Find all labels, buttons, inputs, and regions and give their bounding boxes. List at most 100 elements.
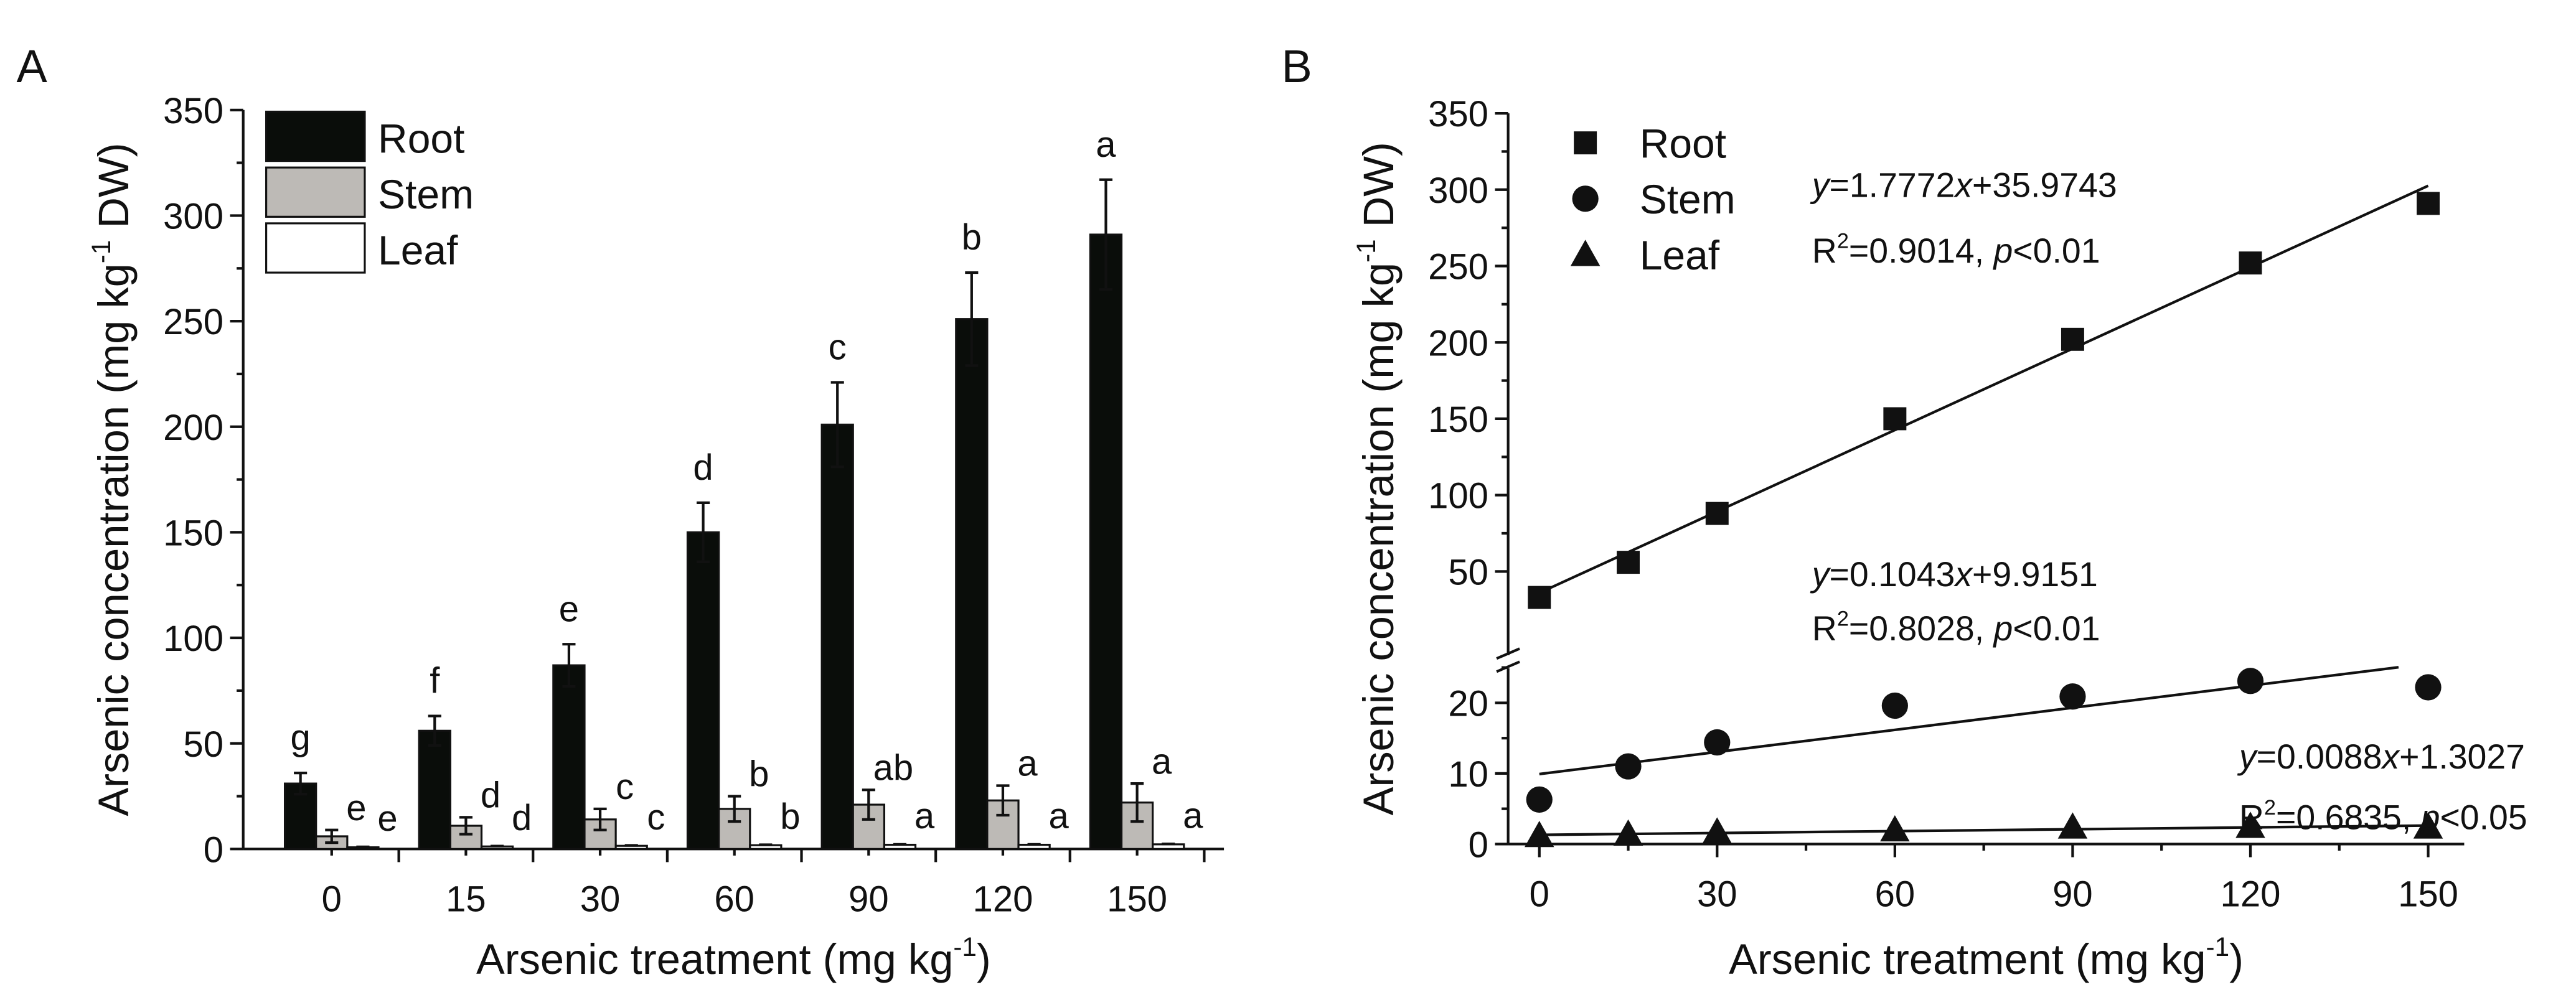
significance-letter: e [346, 788, 366, 828]
x-tick-label: 30 [1697, 874, 1737, 915]
p-value: <0.01 [2013, 609, 2100, 648]
point-root [1883, 407, 1907, 431]
point-stem [1704, 729, 1731, 756]
bar-root [820, 423, 854, 850]
significance-letter: d [512, 798, 532, 838]
eq-y: y [1810, 166, 1831, 205]
bar-root [418, 729, 451, 850]
p-value: <0.01 [2013, 231, 2100, 270]
eq-x: x [1953, 166, 1973, 205]
y-tick-label: 300 [1428, 171, 1488, 211]
point-stem [1881, 692, 1908, 719]
p-value: <0.05 [2440, 798, 2527, 837]
y-tick-label: 20 [1448, 684, 1488, 724]
r-value: =0.6835, [2276, 798, 2421, 837]
r-superscript: 2 [1837, 229, 1849, 253]
legend-marker-root [1574, 131, 1597, 155]
significance-letter: c [647, 797, 665, 838]
point-root [2061, 327, 2084, 351]
legend-label-stem: Stem [378, 171, 474, 217]
point-leaf [2057, 812, 2088, 839]
r-value: =0.8028, [1849, 609, 1994, 648]
significance-letter: a [914, 796, 935, 836]
eq-x: x [1953, 555, 1973, 594]
point-leaf [1702, 817, 1732, 844]
x-axis-label: Arsenic treatment (mg kg-1) [476, 932, 991, 983]
point-root [1617, 551, 1640, 574]
point-stem [2415, 674, 2442, 701]
significance-letter: a [1183, 795, 1203, 836]
r-superscript: 2 [2264, 796, 2276, 820]
label-end: DW) [90, 143, 138, 240]
bar-root [955, 318, 989, 850]
y-tick-label: 200 [1428, 323, 1488, 363]
significance-letter: g [291, 718, 311, 758]
significance-letter: c [829, 327, 847, 368]
r-label: R [2239, 798, 2264, 837]
point-stem [2059, 683, 2086, 710]
bar-root [1089, 233, 1123, 850]
significance-letter: c [616, 767, 634, 807]
label-main: Arsenic concentration (mg kg [90, 263, 138, 816]
x-tick-label: 30 [580, 879, 621, 920]
point-stem [2237, 668, 2264, 694]
axis-break-mark [1496, 647, 1520, 660]
fit-line-leaf [1539, 824, 2428, 836]
point-leaf [1613, 819, 1643, 846]
eq-slope: =1.7772 [1830, 166, 1955, 205]
label-superscript: -1 [953, 932, 977, 961]
significance-letter: a [1017, 744, 1038, 784]
r-label: R [1812, 609, 1837, 648]
eq-intercept: +1.3027 [2399, 737, 2525, 776]
point-root [1528, 586, 1551, 609]
legend-swatch-root [265, 110, 366, 162]
x-tick-label: 60 [1875, 874, 1916, 915]
eq-slope: =0.0088 [2257, 737, 2382, 776]
x-tick-label: 150 [1107, 879, 1167, 920]
fit-line-root [1538, 184, 2429, 594]
y-tick-label: 300 [163, 197, 223, 237]
point-root [1705, 502, 1729, 525]
eq-slope: =0.1043 [1830, 555, 1955, 594]
bar-root [686, 531, 720, 850]
legend-label-root: Root [378, 115, 464, 161]
label-superscript: -1 [87, 240, 116, 264]
label-main: Arsenic concentration (mg kg [1355, 263, 1403, 816]
y-tick-label: 50 [183, 724, 223, 765]
significance-letter: a [1049, 796, 1069, 836]
label-end: ) [977, 935, 991, 983]
x-tick-label: 0 [322, 879, 342, 920]
significance-letter: a [1096, 124, 1116, 165]
eq-x: x [2380, 737, 2400, 776]
legend-label-leaf: Leaf [378, 227, 458, 273]
x-tick-label: 15 [446, 879, 486, 920]
y-tick-label: 10 [1448, 754, 1488, 795]
label-main: Arsenic treatment (mg kg [1729, 935, 2206, 983]
y-tick-label: 250 [163, 302, 223, 342]
y-tick-label: 100 [163, 619, 223, 659]
point-root [2417, 192, 2440, 215]
point-leaf [2235, 811, 2265, 838]
significance-letter: f [430, 661, 440, 701]
y-tick-label: 0 [1469, 825, 1488, 866]
x-tick-label: 90 [848, 879, 889, 920]
r-label: R [1812, 231, 1837, 270]
panel-label-a: A [17, 40, 48, 92]
regression-stats-root: R2=0.9014, p<0.01 [1812, 229, 2100, 270]
p-label: p [1993, 609, 2013, 648]
label-end: DW) [1355, 142, 1403, 239]
significance-letter: a [1152, 741, 1172, 782]
regression-equation-leaf: y=0.0088x+1.3027 [2237, 737, 2525, 776]
point-stem [1526, 786, 1553, 813]
y-tick-label: 350 [163, 91, 223, 131]
significance-letter: e [559, 589, 579, 629]
y-tick-label: 250 [1428, 247, 1488, 287]
label-superscript: -1 [1351, 239, 1381, 263]
eq-intercept: +9.9151 [1972, 555, 2098, 594]
p-label: p [2420, 798, 2440, 837]
y-tick-label: 100 [1428, 476, 1488, 517]
label-main: Arsenic treatment (mg kg [476, 935, 953, 983]
regression-equation-stem: y=0.1043x+9.9151 [1810, 555, 2098, 594]
x-axis-label: Arsenic treatment (mg kg-1) [1729, 932, 2244, 983]
